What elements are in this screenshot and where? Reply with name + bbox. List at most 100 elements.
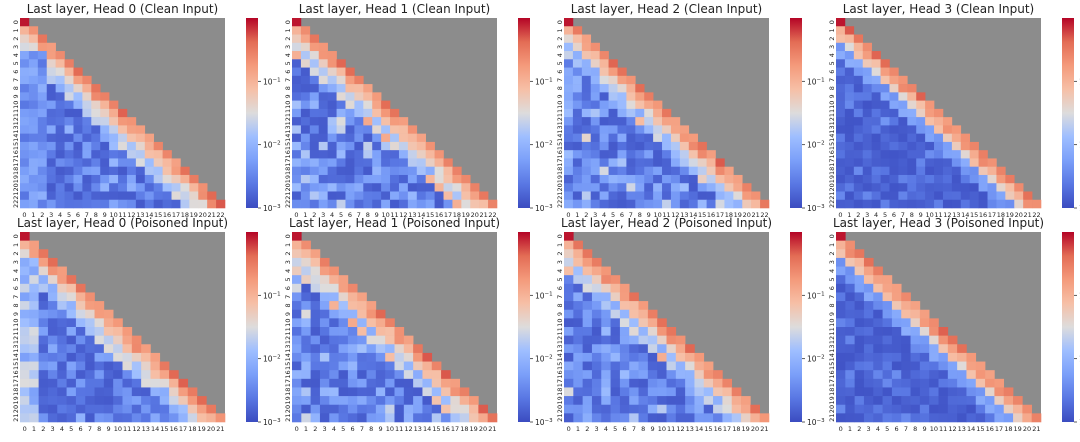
heatmap-cell bbox=[919, 396, 930, 406]
y-tick-label: 19 bbox=[556, 175, 564, 183]
heatmap-cell bbox=[20, 59, 30, 68]
heatmap-cell bbox=[599, 84, 609, 93]
heatmap-cell bbox=[987, 183, 997, 192]
heatmap-cell bbox=[336, 133, 346, 143]
heatmap-cell bbox=[413, 370, 423, 380]
heatmap-cell bbox=[354, 191, 364, 201]
heatmap-cell bbox=[898, 100, 908, 110]
heatmap-cell bbox=[366, 301, 377, 311]
heatmap-cell bbox=[100, 199, 110, 209]
heatmap-cell bbox=[319, 352, 330, 362]
x-tick-label: 9 bbox=[919, 211, 923, 219]
heatmap-cell bbox=[836, 283, 846, 293]
heatmap-cell bbox=[880, 84, 890, 93]
x-tick-label: 16 bbox=[435, 211, 443, 219]
heatmap-cell bbox=[619, 318, 630, 328]
heatmap-cell bbox=[85, 387, 95, 397]
heatmap-cell bbox=[863, 327, 874, 336]
heatmap-cell bbox=[91, 183, 101, 192]
heatmap-cell bbox=[131, 404, 142, 414]
y-tick-label: 21 bbox=[12, 191, 20, 199]
heatmap-cell bbox=[844, 150, 855, 159]
heatmap-cell bbox=[309, 174, 320, 184]
heatmap-cell bbox=[694, 378, 705, 388]
heatmap-cell bbox=[590, 141, 600, 151]
heatmap-cell bbox=[969, 158, 979, 167]
heatmap-cell bbox=[57, 370, 67, 380]
heatmap-cell bbox=[171, 191, 181, 201]
heatmap-cell bbox=[363, 84, 373, 93]
heatmap-cell bbox=[100, 92, 110, 101]
heatmap-cell bbox=[292, 75, 302, 85]
y-tick-label: 16 bbox=[828, 150, 836, 158]
heatmap-cell bbox=[880, 133, 890, 143]
y-tick-label: 16 bbox=[284, 150, 292, 158]
heatmap-cell bbox=[20, 18, 30, 27]
heatmap-cell bbox=[891, 361, 902, 371]
heatmap-cell bbox=[599, 117, 609, 126]
y-tick-label: 1 bbox=[12, 243, 20, 247]
heatmap-cell bbox=[113, 404, 123, 414]
heatmap-cell bbox=[836, 67, 846, 77]
heatmap-cell bbox=[929, 352, 939, 362]
heatmap-cell bbox=[329, 292, 339, 302]
heatmap-cell bbox=[638, 361, 649, 371]
heatmap-cell bbox=[28, 183, 39, 192]
heatmap-cell bbox=[750, 404, 760, 414]
heatmap-cell bbox=[150, 396, 161, 406]
heatmap-cell bbox=[647, 327, 658, 336]
heatmap-cell bbox=[741, 413, 751, 423]
heatmap-cell bbox=[907, 158, 917, 167]
heatmap-cell bbox=[345, 199, 355, 209]
heatmap-cell bbox=[425, 166, 435, 176]
y-tick-label: 19 bbox=[828, 396, 836, 404]
heatmap-cell bbox=[854, 413, 865, 423]
heatmap-cell bbox=[564, 344, 574, 354]
heatmap-cell bbox=[64, 108, 74, 118]
heatmap-cell bbox=[55, 191, 65, 201]
heatmap-cell bbox=[845, 378, 855, 388]
heatmap-cell bbox=[901, 361, 911, 371]
heatmap-cell bbox=[938, 361, 949, 371]
heatmap-cell bbox=[572, 100, 583, 110]
heatmap-cell bbox=[581, 34, 592, 44]
heatmap-cell bbox=[854, 335, 865, 345]
heatmap-cell bbox=[28, 84, 39, 93]
heatmap-cell bbox=[327, 183, 337, 192]
heatmap-cell bbox=[572, 199, 583, 209]
heatmap-cell bbox=[407, 183, 418, 192]
heatmap-cell bbox=[957, 378, 967, 388]
heatmap-cell bbox=[20, 370, 30, 380]
heatmap-cell bbox=[301, 344, 311, 354]
heatmap-panel-4: Last layer, Head 0 (Poisoned Input)00112… bbox=[12, 216, 281, 433]
heatmap-cell bbox=[666, 327, 677, 336]
heatmap-cell bbox=[871, 75, 881, 85]
heatmap-cell bbox=[310, 309, 321, 319]
heatmap-cell bbox=[57, 352, 67, 362]
heatmap-cell bbox=[590, 51, 600, 60]
x-tick-label: 11 bbox=[662, 211, 670, 219]
heatmap-cell bbox=[385, 396, 395, 406]
heatmap-cell bbox=[403, 352, 414, 362]
heatmap-cell bbox=[357, 370, 367, 380]
heatmap-cell bbox=[336, 125, 346, 134]
heatmap-cell bbox=[135, 174, 146, 184]
y-tick-label: 4 bbox=[556, 53, 564, 57]
heatmap-cell bbox=[617, 199, 627, 209]
heatmap-cell bbox=[582, 361, 593, 371]
x-tick-label: 18 bbox=[460, 425, 468, 433]
heatmap-cell bbox=[292, 150, 302, 159]
heatmap-cell bbox=[292, 327, 302, 336]
heatmap-cell bbox=[354, 108, 364, 118]
heatmap-cell bbox=[626, 191, 636, 201]
heatmap-cell bbox=[338, 283, 349, 293]
heatmap-cell bbox=[929, 404, 939, 414]
heatmap-cell bbox=[715, 191, 725, 201]
heatmap-cell bbox=[109, 108, 119, 118]
heatmap-cell bbox=[398, 174, 409, 184]
heatmap-cell bbox=[925, 125, 935, 134]
heatmap-cell bbox=[694, 413, 705, 423]
heatmap-cell bbox=[141, 378, 151, 388]
heatmap-cell bbox=[581, 59, 592, 68]
heatmap-cell bbox=[1003, 387, 1014, 397]
